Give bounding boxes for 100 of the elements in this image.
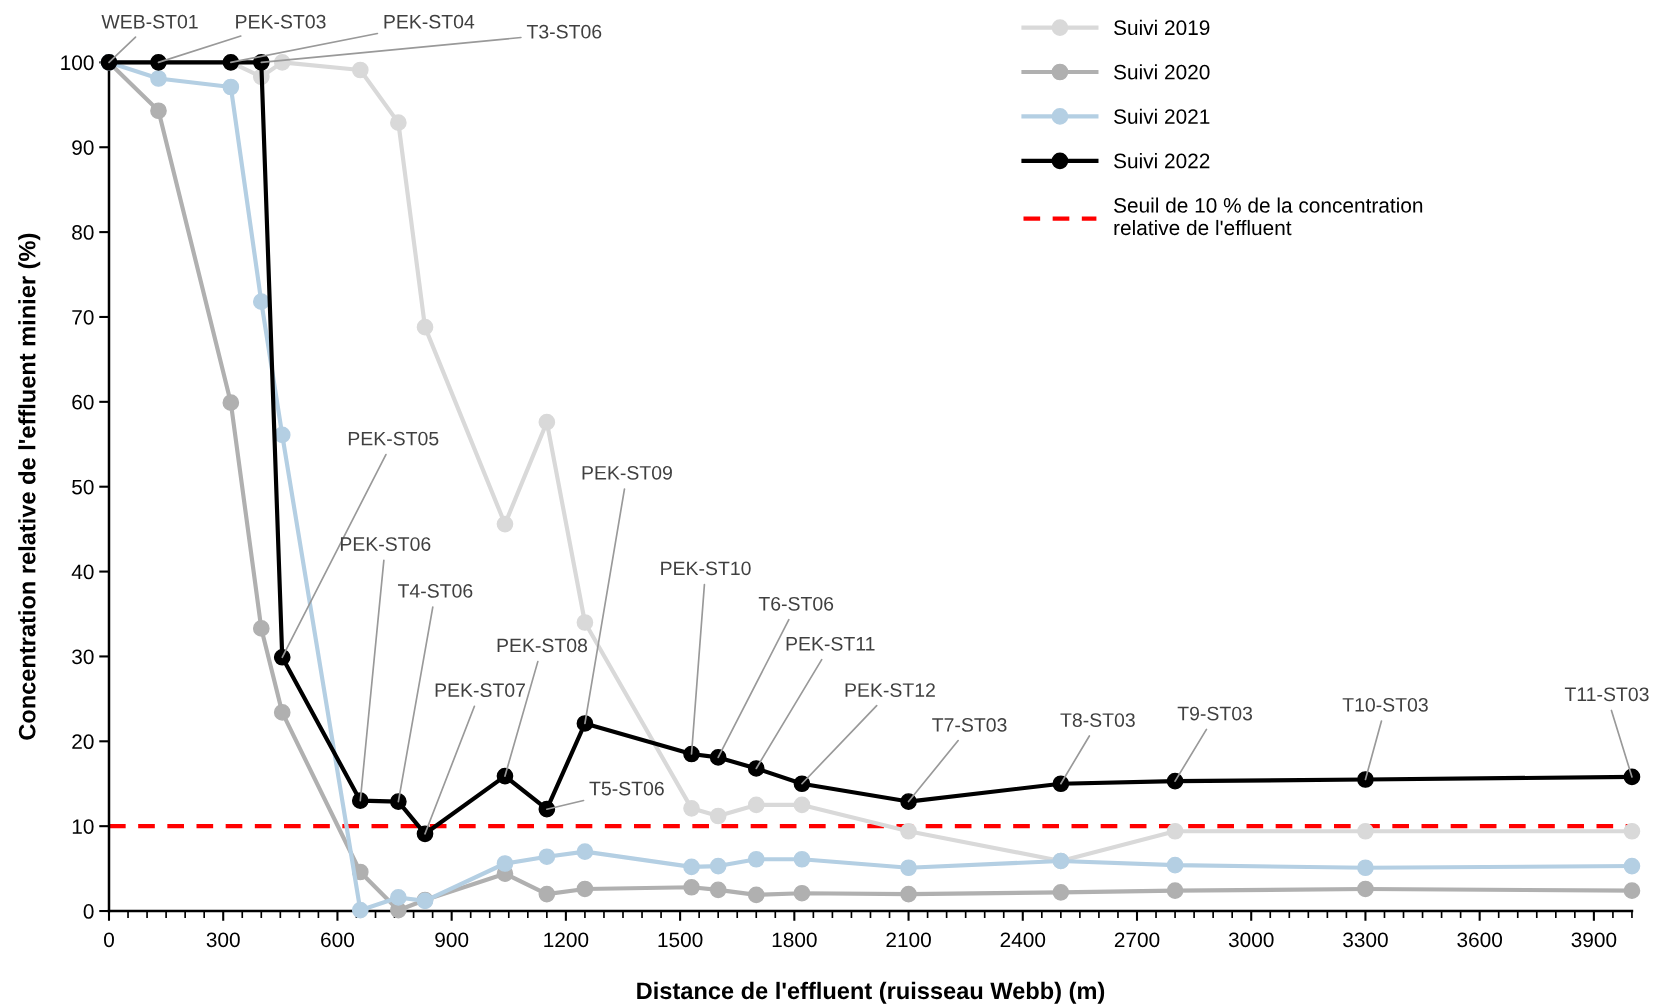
- point: [1623, 768, 1641, 786]
- point: [1357, 771, 1374, 788]
- point: [576, 843, 594, 860]
- point: [252, 293, 270, 311]
- annotation: T6-ST06: [758, 596, 834, 611]
- legend-label: Suivi 2021: [1114, 108, 1210, 124]
- point: [538, 848, 556, 866]
- point: [351, 901, 369, 919]
- point: [1166, 856, 1184, 874]
- y-tick-label: 30: [72, 649, 94, 665]
- y-axis-title: Concentration relative de l'effluent minier (%): [18, 233, 41, 740]
- point: [709, 857, 727, 875]
- point: [747, 760, 765, 777]
- point: [273, 704, 291, 721]
- point: [900, 885, 917, 903]
- point: [1166, 882, 1184, 899]
- y-tick-label: 100: [61, 55, 94, 71]
- x-tick-label: 300: [206, 932, 240, 948]
- y-tick-label: 70: [72, 309, 94, 325]
- annotation: T8-ST03: [1060, 713, 1135, 727]
- point: [683, 858, 700, 876]
- point: [900, 822, 917, 840]
- annotation: PEK-ST03: [236, 14, 326, 29]
- annotation: T7-ST03: [932, 718, 1007, 732]
- point: [1166, 772, 1184, 790]
- point: [576, 614, 594, 631]
- x-tick-label: 1200: [544, 932, 589, 948]
- annotation: T9-ST03: [1177, 706, 1253, 721]
- x-tick-label: 3600: [1457, 932, 1503, 948]
- x-tick-label: 3300: [1343, 932, 1388, 948]
- annotation: T5-ST06: [589, 781, 664, 796]
- x-axis-title: Distance de l'effluent (ruisseau Webb) (m): [637, 981, 1105, 1004]
- annotation: PEK-ST10: [661, 561, 751, 576]
- point: [683, 878, 700, 896]
- point: [683, 800, 700, 817]
- annotation: PEK-ST09: [582, 465, 672, 480]
- legend-label: Suivi 2022: [1114, 153, 1210, 169]
- point: [222, 78, 240, 96]
- point: [390, 889, 407, 906]
- annotation: PEK-ST07: [435, 683, 525, 698]
- point: [351, 61, 369, 79]
- point: [576, 715, 594, 732]
- x-tick-label: 1500: [658, 932, 703, 948]
- point: [416, 825, 434, 843]
- point: [576, 880, 594, 898]
- y-tick-label: 50: [72, 479, 94, 495]
- point: [793, 796, 811, 814]
- y-tick-label: 60: [72, 394, 94, 410]
- x-tick-label: 2700: [1114, 932, 1160, 948]
- point: [793, 884, 811, 902]
- point: [747, 886, 765, 904]
- annotation: PEK-ST11: [786, 636, 875, 651]
- y-tick-label: 90: [72, 140, 94, 155]
- point: [351, 792, 369, 810]
- legend-label: Suivi 2020: [1114, 64, 1210, 80]
- annotation: T10-ST03: [1342, 697, 1428, 712]
- point: [900, 793, 917, 810]
- point: [1357, 859, 1374, 877]
- point: [390, 114, 407, 131]
- point: [1357, 822, 1374, 840]
- point: [747, 850, 765, 868]
- x-tick-label: 2400: [1000, 932, 1046, 948]
- annotation: PEK-ST06: [340, 537, 431, 551]
- point: [496, 767, 514, 785]
- annotation: T3-ST06: [526, 24, 602, 39]
- point: [252, 620, 270, 637]
- x-tick-label: 1800: [772, 932, 817, 948]
- annotation: PEK-ST04: [384, 14, 475, 29]
- point: [1623, 882, 1641, 899]
- annotation: PEK-ST05: [348, 431, 439, 446]
- x-tick-label: 3000: [1228, 932, 1274, 948]
- point: [496, 515, 514, 533]
- x-tick-label: 900: [435, 932, 469, 948]
- point: [496, 855, 514, 872]
- annotation: T11-ST03: [1564, 687, 1649, 702]
- point: [538, 800, 556, 818]
- y-tick-label: 40: [71, 564, 94, 580]
- point: [390, 793, 407, 810]
- point: [1357, 880, 1374, 898]
- point: [150, 102, 167, 120]
- point: [900, 859, 917, 877]
- point: [1623, 822, 1641, 840]
- point: [793, 775, 811, 793]
- annotation: PEK-ST08: [497, 638, 588, 653]
- x-tick-label: 600: [321, 932, 355, 948]
- point: [1052, 884, 1070, 901]
- point: [709, 807, 727, 825]
- annotation: PEK-ST12: [845, 683, 935, 697]
- point: [709, 749, 727, 766]
- y-tick-label: 20: [72, 734, 94, 750]
- point: [1052, 775, 1070, 793]
- point: [416, 318, 434, 336]
- x-tick-label: 3900: [1571, 932, 1617, 948]
- legend-label: Seuil de 10 % de la concentration relative de l'effluent: [1114, 197, 1423, 236]
- y-tick-label: 0: [83, 904, 94, 919]
- x-tick-label: 2100: [886, 932, 931, 948]
- annotation: T4-ST06: [397, 584, 473, 598]
- point: [150, 70, 167, 87]
- legend-label: Suivi 2019: [1114, 19, 1210, 36]
- annotation: WEB-ST01: [101, 14, 198, 29]
